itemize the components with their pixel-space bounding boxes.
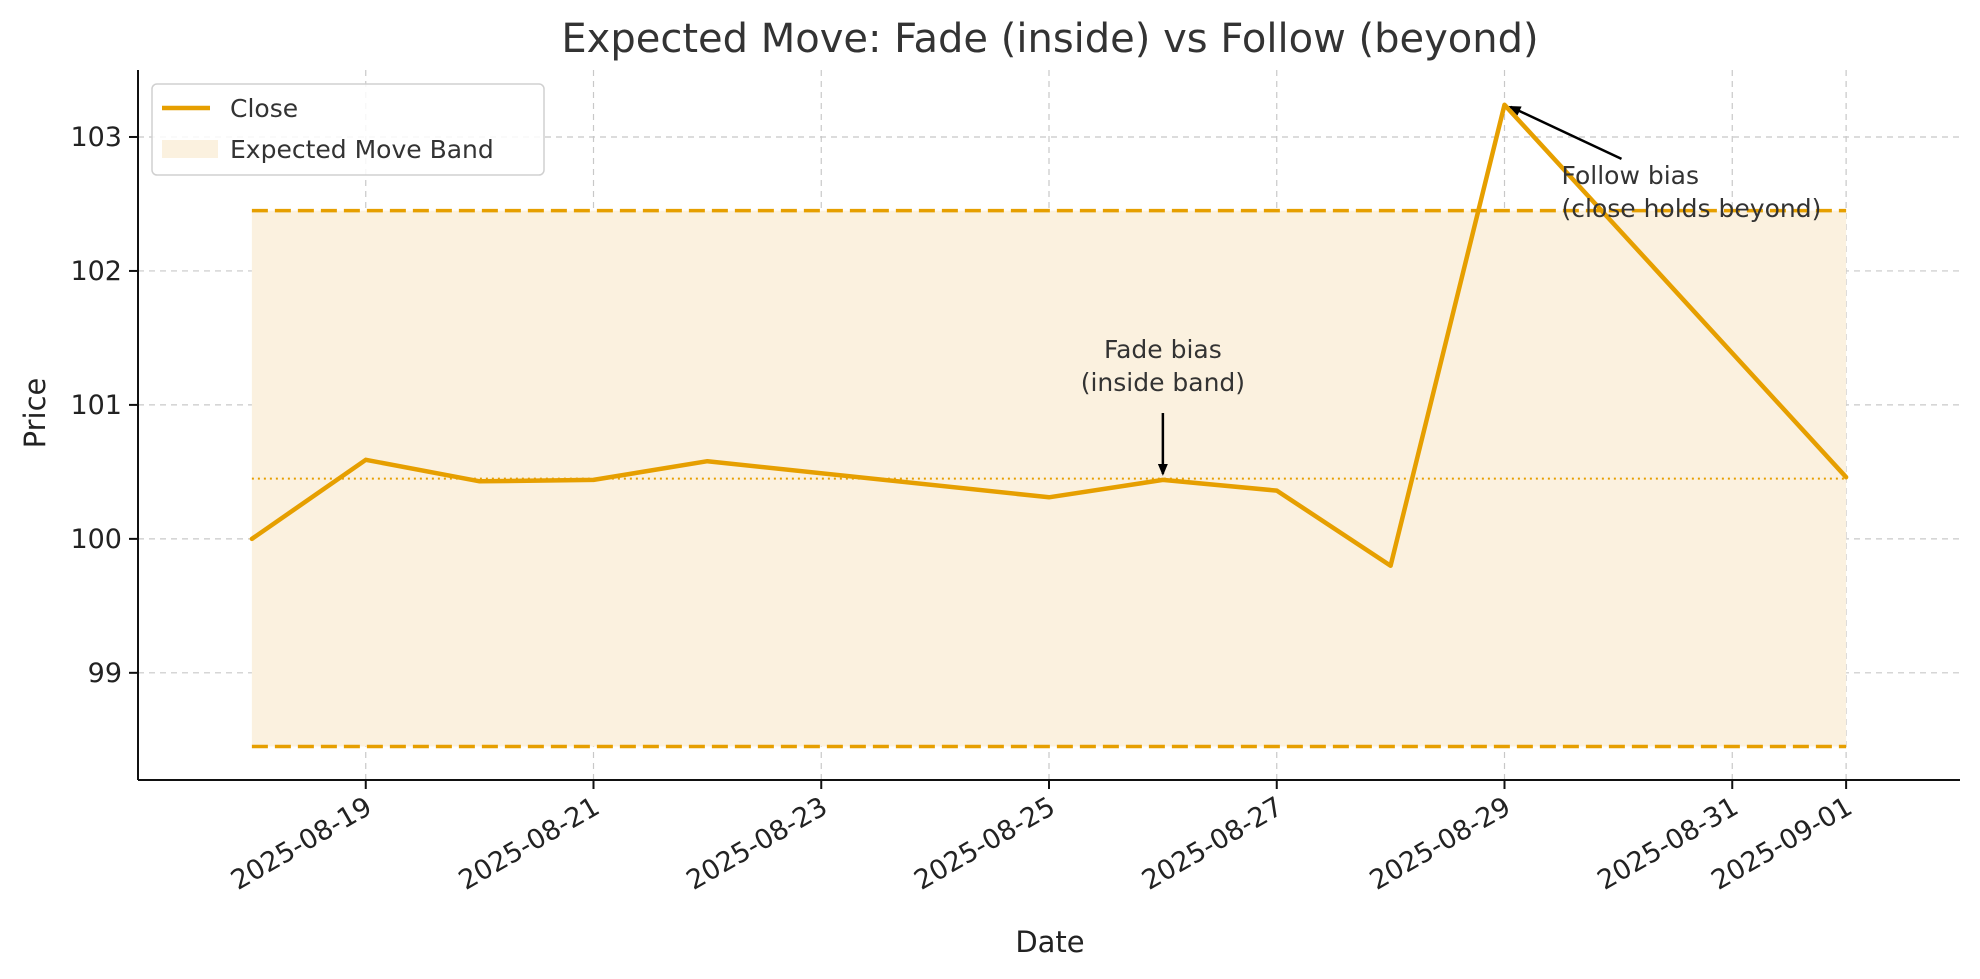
- x-tick-label: 2025-08-23: [681, 791, 832, 896]
- legend-label-close: Close: [230, 94, 298, 123]
- x-tick-label: 2025-08-27: [1137, 791, 1288, 896]
- close-line: [249, 102, 1849, 568]
- legend-swatch-band: [162, 140, 218, 158]
- x-tick-label: 2025-08-25: [909, 791, 1060, 896]
- x-axis-label: Date: [1015, 925, 1084, 959]
- y-tick-label: 102: [70, 256, 122, 287]
- y-tick-label: 99: [88, 658, 122, 689]
- x-tick-label: 2025-08-21: [454, 791, 605, 896]
- annotation-follow-text: (close holds beyond): [1562, 194, 1822, 223]
- chart-title: Expected Move: Fade (inside) vs Follow (…: [561, 16, 1538, 62]
- annotation-follow-arrow: [1508, 105, 1623, 160]
- annotation-follow-text: Follow bias: [1562, 161, 1700, 190]
- y-tick-label: 100: [70, 524, 122, 555]
- legend-box: [151, 83, 545, 176]
- y-tick-label: 103: [70, 122, 122, 153]
- legend-label-band: Expected Move Band: [230, 135, 494, 164]
- annotation-fade-text: Fade bias: [1104, 335, 1222, 364]
- y-axis-label: Price: [18, 378, 52, 449]
- expected-move-band: [251, 208, 1847, 749]
- series-close: [249, 102, 1849, 568]
- annotations: Fade bias (inside band) Follow bias (close …: [1081, 105, 1822, 476]
- annotation-fade-text: (inside band): [1081, 368, 1245, 397]
- band-fill: [251, 210, 1847, 747]
- legend: Close Expected Move Band: [151, 83, 545, 176]
- x-tick-label: 2025-08-19: [226, 791, 377, 896]
- y-tick-label: 101: [70, 390, 122, 421]
- x-tick-label: 2025-08-29: [1365, 791, 1516, 896]
